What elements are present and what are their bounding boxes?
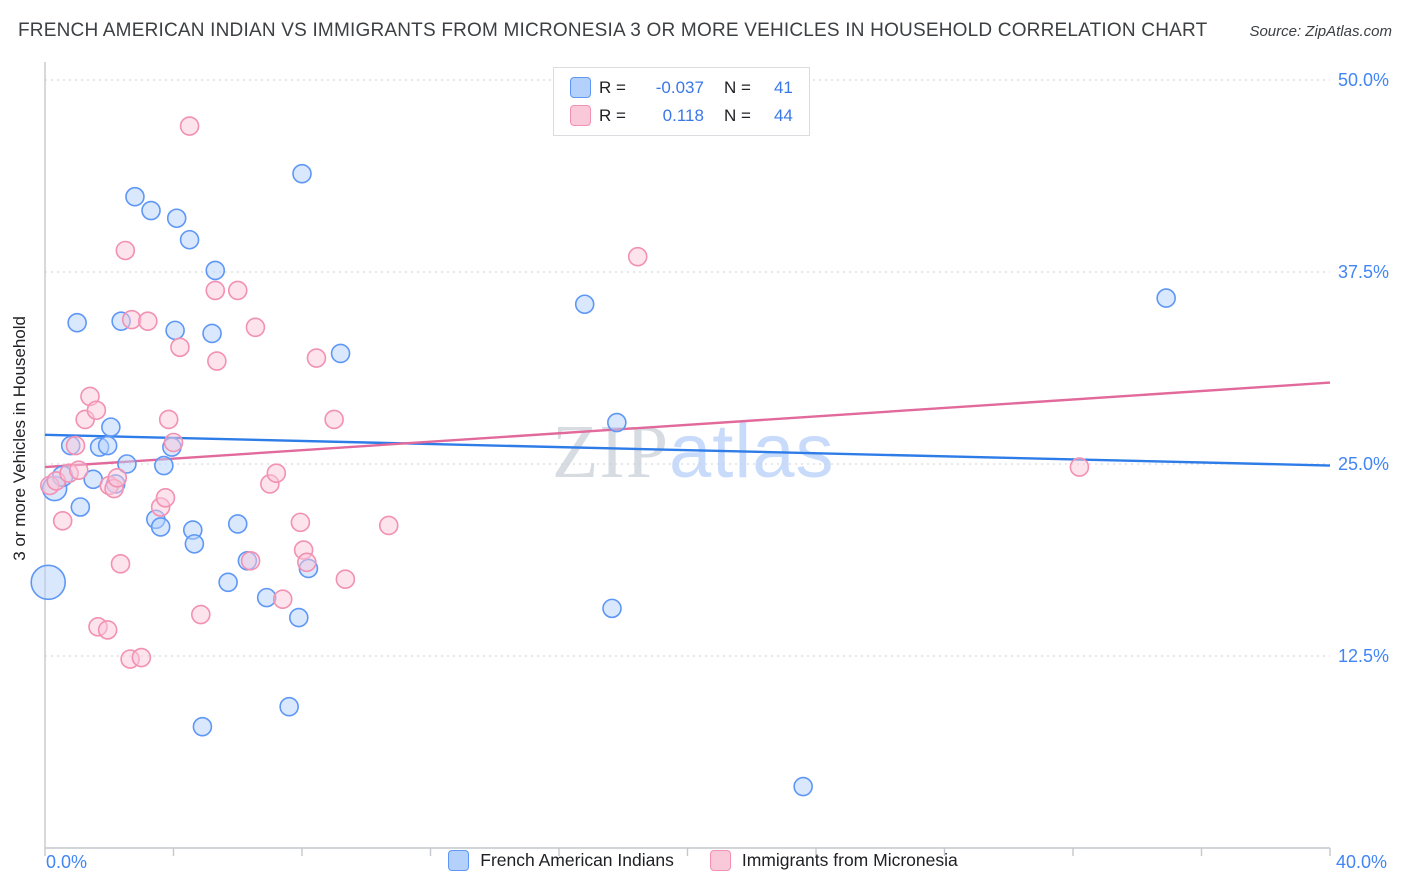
trend-line-blue: [44, 433, 1331, 467]
data-point[interactable]: [179, 116, 200, 136]
data-point[interactable]: [138, 311, 158, 331]
data-point[interactable]: [335, 569, 356, 590]
data-point[interactable]: [205, 280, 226, 301]
blue-series-swatch: [448, 850, 470, 871]
axes: [44, 62, 1331, 856]
legend-row-blue: R = -0.037 N = 41: [570, 77, 793, 98]
data-point[interactable]: [30, 564, 67, 601]
data-point[interactable]: [378, 515, 399, 536]
data-point[interactable]: [65, 435, 86, 456]
data-point[interactable]: [266, 463, 287, 484]
r-label: R =: [599, 105, 626, 125]
n-value-blue: 41: [773, 77, 793, 97]
data-point[interactable]: [86, 400, 107, 421]
r-value-blue: -0.037: [655, 77, 704, 97]
data-point[interactable]: [602, 598, 622, 619]
data-point[interactable]: [97, 435, 118, 456]
data-point[interactable]: [117, 454, 137, 474]
data-point[interactable]: [110, 554, 131, 574]
y-tick-50: 50.0%: [1338, 70, 1390, 90]
data-point[interactable]: [158, 409, 179, 430]
data-point[interactable]: [330, 343, 351, 364]
data-point[interactable]: [163, 432, 184, 453]
data-point[interactable]: [306, 348, 327, 368]
data-point[interactable]: [292, 163, 312, 184]
data-point[interactable]: [131, 647, 152, 668]
data-point[interactable]: [101, 417, 121, 437]
data-points: [30, 116, 1176, 797]
data-point[interactable]: [202, 323, 222, 344]
legend-item-immigrants-from-micronesia: Immigrants from Micronesia: [709, 850, 958, 871]
y-tick-37-5: 37.5%: [1338, 262, 1390, 282]
data-point[interactable]: [793, 776, 813, 797]
data-point[interactable]: [279, 696, 299, 717]
pink-series-swatch: [570, 105, 591, 126]
data-point[interactable]: [52, 511, 73, 531]
data-point[interactable]: [170, 337, 190, 358]
data-point[interactable]: [607, 412, 627, 433]
page-title: FRENCH AMERICAN INDIAN VS IMMIGRANTS FRO…: [18, 20, 1208, 41]
data-point[interactable]: [288, 607, 309, 628]
r-value-pink: 0.118: [662, 105, 704, 125]
data-point[interactable]: [205, 260, 226, 281]
data-point[interactable]: [1156, 288, 1176, 308]
data-point[interactable]: [627, 246, 648, 267]
x-tick-min: 0.0%: [46, 852, 88, 872]
data-point[interactable]: [68, 460, 89, 480]
n-label: N =: [723, 77, 751, 97]
y-tick-12-5: 12.5%: [1338, 646, 1390, 666]
data-point[interactable]: [179, 229, 200, 250]
data-point[interactable]: [227, 514, 248, 534]
blue-series-swatch: [570, 77, 591, 98]
x-tick-max: 40.0%: [1336, 852, 1388, 872]
data-point[interactable]: [240, 550, 261, 571]
data-point[interactable]: [125, 186, 145, 207]
data-point[interactable]: [150, 517, 171, 537]
n-value-pink: 44: [773, 105, 793, 125]
y-tick-25: 25.0%: [1338, 454, 1390, 474]
legend-row-pink: R = 0.118 N = 44: [570, 105, 793, 126]
legend-item-french-american-indians: French American Indians: [448, 850, 674, 871]
r-label: R =: [599, 77, 626, 97]
data-point[interactable]: [166, 208, 187, 229]
data-point[interactable]: [324, 409, 344, 430]
data-point[interactable]: [155, 487, 176, 508]
bottom-legend: French American Indians Immigrants from …: [0, 850, 1406, 871]
data-point[interactable]: [154, 455, 174, 476]
data-point[interactable]: [290, 512, 311, 533]
data-point[interactable]: [574, 294, 595, 315]
data-point[interactable]: [227, 280, 248, 301]
data-point[interactable]: [192, 716, 213, 737]
n-label: N =: [723, 105, 751, 125]
data-point[interactable]: [207, 351, 227, 371]
data-point[interactable]: [1069, 457, 1090, 477]
data-point[interactable]: [141, 200, 161, 221]
gridlines: [45, 79, 1330, 657]
data-point[interactable]: [107, 468, 128, 488]
data-point[interactable]: [245, 317, 266, 338]
pink-series-swatch: [709, 850, 731, 871]
data-point[interactable]: [165, 320, 185, 341]
data-point[interactable]: [272, 589, 293, 609]
trend-line-pink: [44, 381, 1331, 469]
data-point[interactable]: [191, 604, 211, 625]
data-point[interactable]: [121, 309, 142, 330]
data-point[interactable]: [184, 534, 205, 554]
data-point[interactable]: [218, 572, 238, 593]
data-point[interactable]: [115, 240, 136, 261]
legend-label: French American Indians: [480, 850, 674, 870]
data-point[interactable]: [256, 587, 277, 608]
legend-box: R = -0.037 N = 41 R = 0.118 N = 44: [553, 67, 810, 136]
data-point[interactable]: [97, 620, 118, 640]
data-point[interactable]: [70, 497, 91, 517]
data-point[interactable]: [67, 312, 87, 333]
trend-lines: [44, 381, 1331, 469]
source-label: Source: ZipAtlas.com: [1249, 23, 1392, 40]
data-point[interactable]: [297, 552, 317, 573]
legend-label: Immigrants from Micronesia: [741, 850, 958, 870]
